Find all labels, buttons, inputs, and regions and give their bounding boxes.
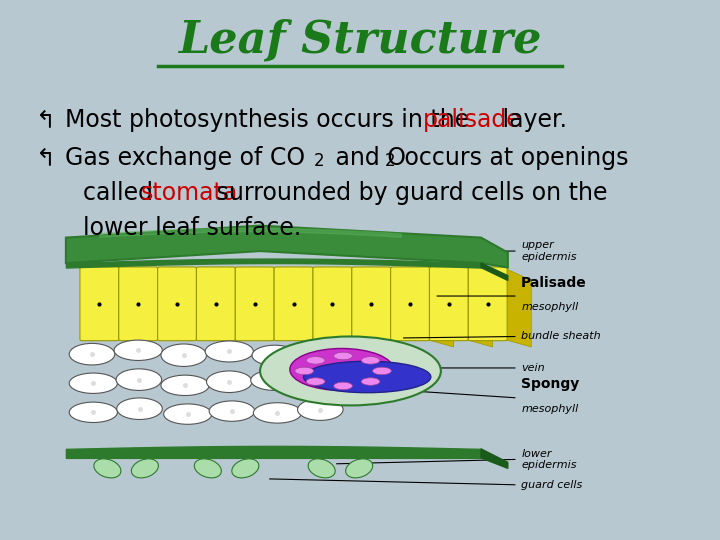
Text: and O: and O [328,146,405,170]
FancyBboxPatch shape [274,267,313,341]
Text: bundle sheath: bundle sheath [521,332,600,341]
Text: surrounded by guard cells on the: surrounded by guard cells on the [209,181,607,205]
Text: occurs at openings: occurs at openings [397,146,629,170]
Ellipse shape [295,367,314,375]
Ellipse shape [346,459,373,478]
Text: Palisade: Palisade [521,275,587,289]
Ellipse shape [232,459,259,478]
Ellipse shape [290,348,394,390]
Text: mesophyll: mesophyll [521,404,578,414]
Ellipse shape [161,375,210,395]
Ellipse shape [296,342,344,362]
Text: 2: 2 [385,152,396,170]
Ellipse shape [297,399,343,421]
Text: Leaf Structure: Leaf Structure [179,19,541,62]
Text: Spongy: Spongy [521,377,580,392]
Ellipse shape [116,369,161,390]
Ellipse shape [296,374,342,394]
Text: upper
epidermis: upper epidermis [521,240,577,262]
Polygon shape [427,268,454,347]
Ellipse shape [207,371,252,393]
Polygon shape [505,268,531,347]
Ellipse shape [361,356,380,364]
Ellipse shape [252,345,297,366]
Ellipse shape [205,341,253,362]
Text: Gas exchange of CO: Gas exchange of CO [65,146,305,170]
Text: stomata: stomata [141,181,238,205]
Ellipse shape [194,459,221,478]
Ellipse shape [117,398,162,420]
Text: vein: vein [521,363,545,373]
Text: 2: 2 [314,152,325,170]
FancyBboxPatch shape [313,267,352,341]
FancyBboxPatch shape [468,267,507,341]
Ellipse shape [361,378,380,386]
Ellipse shape [372,367,391,375]
Text: ↰: ↰ [36,108,55,132]
Ellipse shape [69,402,117,422]
FancyBboxPatch shape [197,267,235,341]
Ellipse shape [334,382,353,390]
Polygon shape [481,449,508,468]
Text: CROSS-SECTION OF A LEAF: CROSS-SECTION OF A LEAF [165,232,396,247]
Ellipse shape [253,403,302,423]
FancyBboxPatch shape [119,267,158,341]
Text: Most photosynthesis occurs in the: Most photosynthesis occurs in the [65,108,477,132]
Text: ↰: ↰ [36,146,55,170]
Polygon shape [481,263,508,280]
Ellipse shape [260,336,441,406]
FancyBboxPatch shape [158,267,197,341]
Ellipse shape [210,401,255,421]
Ellipse shape [94,459,121,478]
Ellipse shape [114,340,162,361]
FancyBboxPatch shape [235,267,274,341]
Ellipse shape [163,404,212,424]
Ellipse shape [69,373,117,394]
Ellipse shape [304,361,431,393]
Ellipse shape [161,344,207,367]
Text: guard cells: guard cells [521,480,582,490]
FancyBboxPatch shape [352,267,391,341]
Ellipse shape [69,343,114,365]
Polygon shape [66,226,508,267]
FancyBboxPatch shape [80,267,119,341]
Text: mesophyll: mesophyll [521,302,578,313]
Text: layer.: layer. [495,108,567,132]
Ellipse shape [251,370,299,390]
Polygon shape [466,268,492,347]
Ellipse shape [308,459,336,478]
Text: palisade: palisade [423,108,522,132]
Ellipse shape [306,378,325,386]
Text: called: called [83,181,161,205]
Ellipse shape [306,356,325,364]
FancyBboxPatch shape [391,267,429,341]
Text: lower leaf surface.: lower leaf surface. [83,216,301,240]
Ellipse shape [334,352,353,360]
Text: lower
epidermis: lower epidermis [521,449,577,470]
FancyBboxPatch shape [429,267,468,341]
Ellipse shape [131,459,158,478]
